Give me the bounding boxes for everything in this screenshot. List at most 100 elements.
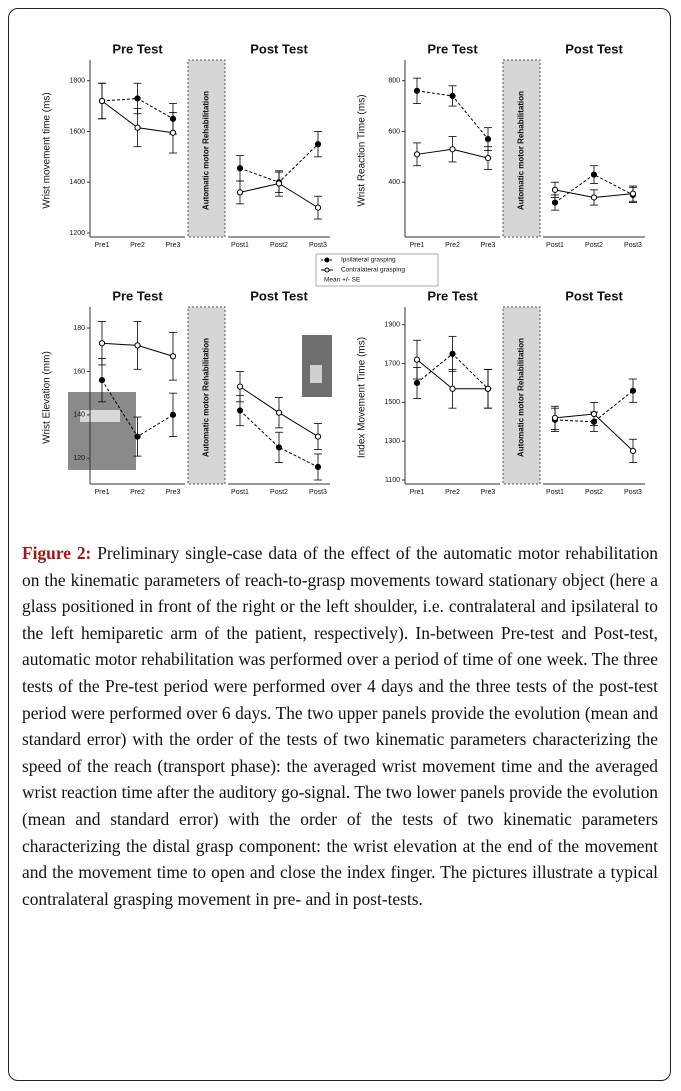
group-title: Post Test <box>565 288 623 303</box>
rehab-band <box>187 306 226 485</box>
x-tick-label: Post1 <box>546 242 564 249</box>
x-tick-label: Pre2 <box>445 242 460 249</box>
data-point <box>590 171 598 178</box>
x-tick-label: Pre1 <box>95 489 110 496</box>
data-point <box>484 385 492 392</box>
y-axis-label: Wrist movement time (ms) <box>42 92 53 209</box>
y-tick-label: 400 <box>388 179 400 186</box>
x-tick-label: Pre1 <box>95 242 110 249</box>
legend-label: Contralateral grasping <box>341 267 405 274</box>
y-tick-label: 1500 <box>384 399 400 406</box>
x-tick-label: Pre2 <box>445 489 460 496</box>
data-point <box>134 433 141 440</box>
y-tick-label: 1200 <box>69 230 85 237</box>
y-tick-label: 180 <box>73 325 85 332</box>
data-point <box>629 387 637 394</box>
y-tick-label: 140 <box>73 412 85 419</box>
y-tick-label: 1700 <box>384 360 400 367</box>
data-point <box>314 433 322 440</box>
y-tick-label: 120 <box>73 455 85 462</box>
legend-marker <box>324 257 330 263</box>
x-tick-label: Post3 <box>624 242 642 249</box>
series-line <box>239 410 319 468</box>
y-axis-label: Wrist Reaction Time (ms) <box>357 94 368 206</box>
data-point <box>169 353 177 360</box>
data-point <box>169 411 177 418</box>
y-tick-label: 600 <box>388 128 400 135</box>
y-tick-label: 1100 <box>385 477 400 484</box>
data-point <box>98 377 106 384</box>
y-tick-label: 1400 <box>69 179 85 186</box>
rehab-band <box>502 59 541 238</box>
x-tick-label: Post1 <box>231 242 249 249</box>
data-point <box>629 190 637 197</box>
data-point <box>275 180 283 187</box>
x-tick-label: Post3 <box>309 489 327 496</box>
band-label: Automatic motor Rehabilitation <box>202 338 211 457</box>
data-point <box>98 340 106 347</box>
photo-hand <box>80 410 120 422</box>
y-tick-label: 1600 <box>69 128 85 135</box>
photo-pre <box>68 392 136 470</box>
data-point <box>551 186 559 193</box>
data-point <box>484 135 492 143</box>
y-tick-label: 800 <box>388 78 400 85</box>
band-label: Automatic motor Rehabilitation <box>517 338 526 457</box>
x-tick-label: Pre3 <box>166 242 181 249</box>
x-tick-label: Post3 <box>309 242 327 249</box>
rehab-band <box>187 59 226 238</box>
data-point <box>134 342 141 349</box>
y-tick-label: 1300 <box>384 438 400 445</box>
group-title: Pre Test <box>112 288 163 303</box>
group-title: Post Test <box>250 41 308 56</box>
data-point <box>449 350 456 357</box>
data-point <box>275 409 283 416</box>
group-title: Pre Test <box>427 288 478 303</box>
x-tick-label: Pre1 <box>410 242 425 249</box>
data-point <box>236 407 244 414</box>
data-point <box>629 447 637 454</box>
rehab-band <box>502 306 541 485</box>
x-tick-label: Post3 <box>624 489 642 496</box>
data-point <box>236 383 244 390</box>
group-title: Post Test <box>565 41 623 56</box>
legend-label: Ipsilateral grasping <box>341 257 396 264</box>
band-label: Automatic motor Rehabilitation <box>202 91 211 210</box>
figure: Pre Test Post Test Automatic motor Rehabil… <box>42 41 645 496</box>
y-tick-label: 1800 <box>69 78 85 85</box>
data-point <box>413 151 421 158</box>
x-tick-label: Pre1 <box>410 489 425 496</box>
data-point <box>169 129 177 136</box>
x-tick-label: Post2 <box>585 242 603 249</box>
data-point <box>590 194 598 201</box>
x-tick-label: Post2 <box>270 242 288 249</box>
y-axis-label: Wrist Elevation (mm) <box>42 351 53 444</box>
data-point <box>413 87 421 94</box>
x-tick-label: Pre2 <box>130 242 145 249</box>
x-tick-label: Pre3 <box>481 489 496 496</box>
data-point <box>590 410 598 418</box>
x-tick-label: Post1 <box>231 489 249 496</box>
data-point <box>98 97 106 105</box>
y-axis-label: Index Movement Time (ms) <box>357 337 368 458</box>
data-point <box>134 95 141 102</box>
band-label: Automatic motor Rehabilitation <box>517 91 526 210</box>
data-point <box>413 356 421 363</box>
x-tick-label: Pre3 <box>166 489 181 496</box>
group-title: Pre Test <box>427 41 478 56</box>
y-tick-label: 160 <box>73 368 85 375</box>
x-tick-label: Post2 <box>270 489 288 496</box>
caption-label: Figure 2: <box>22 543 92 563</box>
data-point <box>551 199 559 206</box>
x-tick-label: Pre3 <box>481 242 496 249</box>
data-point <box>314 204 322 211</box>
data-point <box>134 124 141 131</box>
data-point <box>314 463 322 471</box>
data-point <box>236 165 244 172</box>
y-tick-label: 1900 <box>384 322 400 329</box>
caption-text: Preliminary single-case data of the effe… <box>22 543 658 909</box>
series-line <box>554 390 634 423</box>
data-point <box>551 414 559 421</box>
data-point <box>449 146 456 153</box>
